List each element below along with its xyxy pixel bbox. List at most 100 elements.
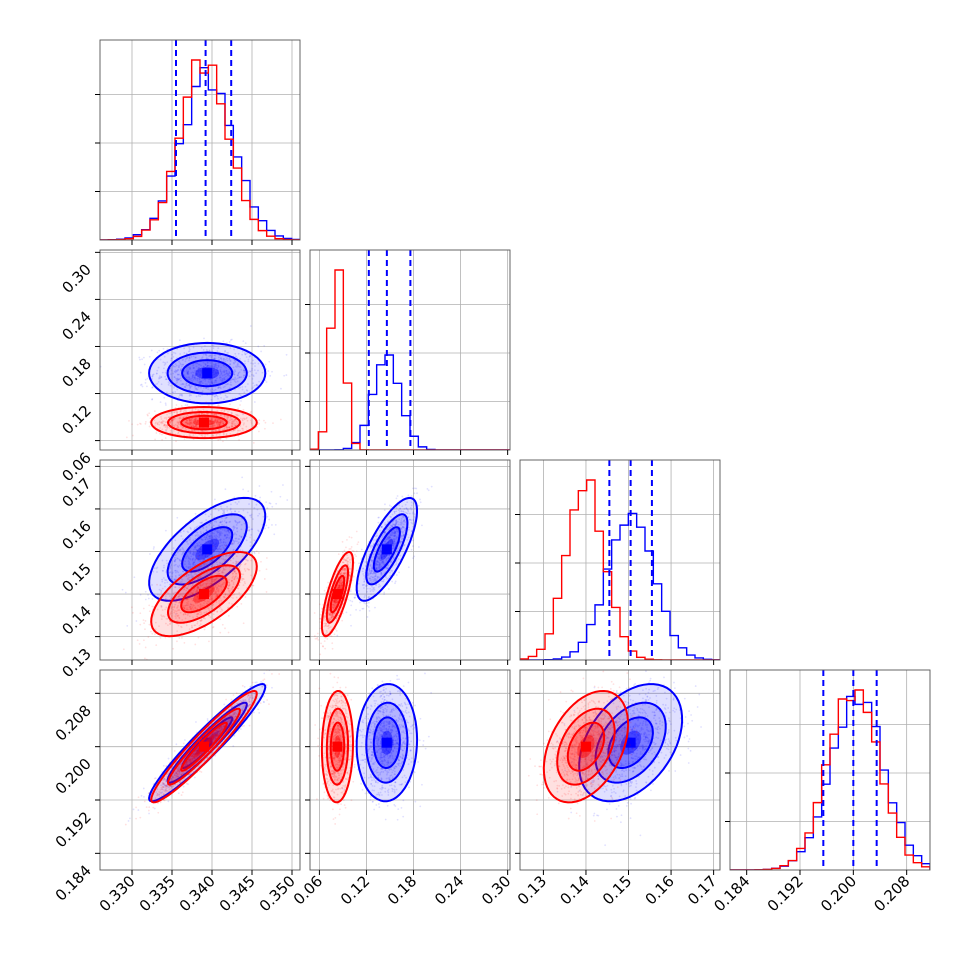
point xyxy=(191,375,194,378)
point xyxy=(274,523,277,526)
point xyxy=(161,580,164,583)
point xyxy=(243,522,246,525)
point xyxy=(205,387,208,390)
point xyxy=(201,583,204,586)
point xyxy=(402,515,405,518)
point xyxy=(207,553,209,556)
point xyxy=(170,607,173,610)
point xyxy=(248,355,251,358)
point xyxy=(195,549,198,552)
point xyxy=(187,418,190,421)
point xyxy=(375,563,377,566)
point xyxy=(234,376,237,379)
point xyxy=(174,365,176,368)
point xyxy=(233,578,236,581)
point xyxy=(179,393,182,396)
point xyxy=(194,418,196,421)
point xyxy=(256,508,259,511)
point xyxy=(399,521,402,524)
point xyxy=(169,613,172,616)
point xyxy=(196,531,199,534)
point xyxy=(250,574,252,577)
point xyxy=(215,541,218,544)
point xyxy=(234,571,236,573)
point xyxy=(403,508,406,510)
point xyxy=(375,562,378,565)
point xyxy=(383,578,385,581)
point xyxy=(185,419,188,422)
point xyxy=(374,575,377,577)
point xyxy=(164,362,167,365)
point xyxy=(190,385,193,387)
point xyxy=(184,421,187,424)
point xyxy=(204,555,207,558)
point xyxy=(263,578,266,580)
point xyxy=(240,400,242,402)
point xyxy=(202,361,205,364)
point xyxy=(216,611,219,613)
point xyxy=(165,579,168,582)
point xyxy=(209,605,211,608)
point xyxy=(243,391,246,394)
point xyxy=(220,409,223,412)
point xyxy=(206,383,209,386)
point xyxy=(221,609,224,612)
point xyxy=(252,359,254,362)
point xyxy=(221,563,224,566)
point xyxy=(199,531,202,533)
point xyxy=(213,529,216,532)
point xyxy=(158,377,160,380)
point xyxy=(161,420,164,422)
point xyxy=(177,571,180,574)
point xyxy=(190,575,193,578)
point xyxy=(393,532,396,535)
point xyxy=(199,604,202,606)
point xyxy=(186,419,189,422)
panel-2-1 xyxy=(305,459,511,665)
point xyxy=(222,386,225,389)
point xyxy=(215,429,217,432)
point xyxy=(372,590,375,593)
point xyxy=(199,606,201,608)
point xyxy=(254,362,256,365)
point xyxy=(234,422,236,425)
point xyxy=(202,599,205,602)
point xyxy=(211,421,214,424)
point xyxy=(215,593,218,596)
point xyxy=(209,425,212,428)
point xyxy=(185,604,188,607)
point xyxy=(216,371,219,374)
point xyxy=(400,527,403,530)
point xyxy=(198,624,201,627)
point xyxy=(225,432,228,435)
point xyxy=(232,548,235,551)
point xyxy=(176,424,179,427)
point xyxy=(188,420,191,423)
point xyxy=(265,501,268,504)
point xyxy=(194,356,197,359)
point xyxy=(242,429,244,432)
point xyxy=(227,391,229,394)
point xyxy=(165,429,168,432)
point xyxy=(377,576,379,578)
point xyxy=(174,560,176,563)
point xyxy=(217,570,220,573)
point xyxy=(211,536,214,539)
point xyxy=(395,537,398,540)
point xyxy=(235,555,238,558)
point xyxy=(384,540,387,543)
point xyxy=(395,574,398,576)
point xyxy=(387,542,389,545)
point xyxy=(211,544,214,547)
point xyxy=(222,340,225,343)
point xyxy=(234,418,237,421)
point xyxy=(335,601,337,604)
point xyxy=(234,418,237,421)
point xyxy=(226,374,229,377)
point xyxy=(222,509,224,512)
point xyxy=(185,421,188,424)
point xyxy=(202,539,204,541)
contour-1-0 xyxy=(150,550,258,638)
point xyxy=(197,571,200,574)
point xyxy=(226,509,229,512)
